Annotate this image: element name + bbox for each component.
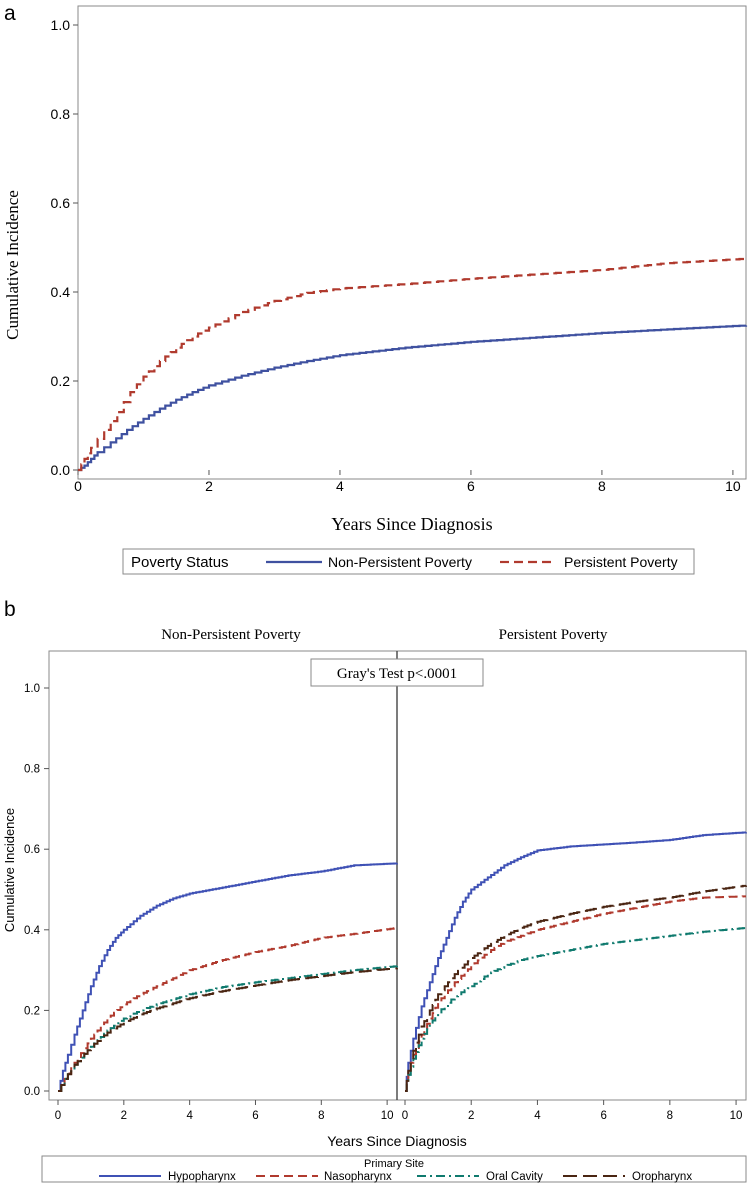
series-line-hypopharynx	[58, 862, 398, 1092]
x-tick-label: 10	[381, 1110, 394, 1122]
x-tick-label: 6	[252, 1110, 258, 1122]
y-tick-label: 0.6	[51, 195, 71, 211]
panel-a-legend-label-persistent: Persistent Poverty	[564, 554, 678, 570]
legend-label-oropharynx: Oropharynx	[632, 1171, 692, 1183]
series-line-oral-cavity	[58, 965, 398, 1092]
series-line-non-persistent-poverty	[78, 324, 748, 472]
series-line-hypopharynx	[405, 831, 747, 1092]
series-line-oral-cavity	[405, 927, 747, 1092]
series-line-nasopharynx	[405, 895, 746, 1092]
y-tick-label: 0.0	[51, 462, 71, 478]
panel-b-legend-title: Primary Site	[364, 1158, 424, 1170]
y-tick-label: 0.2	[24, 1005, 40, 1017]
x-tick-label: 10	[725, 478, 741, 494]
y-tick-label: 0.0	[24, 1086, 40, 1098]
panel-a-legend-title: Poverty Status	[131, 554, 229, 571]
panel-b-left-title: Non-Persistent Poverty	[161, 627, 301, 643]
grays-test-annotation: Gray's Test p<.0001	[310, 658, 484, 687]
x-tick-label: 6	[467, 478, 475, 494]
x-tick-label: 8	[318, 1110, 324, 1122]
panel-b-y-axis: 0.0 0.2 0.4 0.6 0.8 1.0	[24, 683, 49, 1098]
x-tick-label: 4	[186, 1110, 193, 1122]
x-tick-label: 2	[205, 478, 213, 494]
panel-a-legend: Poverty Status Non-Persistent Poverty Pe…	[122, 548, 695, 575]
panel-a-legend-label-non-persistent: Non-Persistent Poverty	[328, 554, 472, 570]
panel-b-label: b	[4, 598, 16, 621]
y-tick-label: 0.4	[24, 925, 41, 937]
x-tick-label: 8	[667, 1110, 673, 1122]
y-tick-label: 1.0	[24, 683, 40, 695]
panel-a-plot-frame	[77, 5, 747, 480]
x-tick-label: 6	[600, 1110, 606, 1122]
legend-label-nasopharynx: Nasopharynx	[324, 1171, 392, 1183]
panel-b-right-title: Persistent Poverty	[499, 627, 608, 643]
legend-label-oral-cavity: Oral Cavity	[486, 1171, 543, 1183]
series-line-oropharynx	[58, 967, 398, 1092]
panel-b-left-plot: 0 2 4 6 8 10 0.0 0.2 0.4 0.6 0.8 1.0	[24, 683, 398, 1122]
panel-b: b Non-Persistent Poverty Persistent Pove…	[2, 598, 747, 1183]
x-tick-label: 0	[402, 1110, 408, 1122]
y-tick-label: 0.2	[51, 373, 71, 389]
panel-a: a 0.0 0.2 0.4 0.6 0.8 1.0 0 2 4 6 8 10 Cumulative …	[3, 2, 748, 575]
y-tick-label: 1.0	[51, 17, 71, 33]
panel-a-y-label: Cumulative Incidence	[3, 190, 22, 340]
x-tick-label: 10	[730, 1110, 743, 1122]
panel-b-legend: Primary Site Hypopharynx Nasopharynx Ora…	[41, 1155, 747, 1183]
panel-b-right-plot: 0 2 4 6 8 10	[402, 831, 747, 1122]
panel-b-y-label: Cumulative Incidence	[2, 808, 17, 932]
panel-a-x-label: Years Since Diagnosis	[331, 514, 492, 534]
grays-test-box	[310, 658, 484, 687]
y-tick-label: 0.4	[51, 284, 71, 300]
x-tick-label: 4	[336, 478, 344, 494]
panel-a-y-axis: 0.0 0.2 0.4 0.6 0.8 1.0	[51, 17, 78, 478]
grays-test-text: Gray's Test p<.0001	[337, 666, 457, 682]
x-tick-label: 0	[74, 478, 82, 494]
series-line-nasopharynx	[58, 927, 398, 1092]
panel-b-right-series	[405, 831, 747, 1092]
panel-b-x-label: Years Since Diagnosis	[327, 1133, 467, 1149]
panel-a-x-axis: 0 2 4 6 8 10	[74, 470, 741, 494]
y-tick-label: 0.8	[51, 106, 71, 122]
panel-b-legend-box	[41, 1155, 747, 1183]
panel-a-label: a	[4, 2, 16, 25]
x-tick-label: 4	[534, 1110, 541, 1122]
panel-a-legend-box	[122, 548, 695, 575]
y-tick-label: 0.6	[24, 844, 40, 856]
x-tick-label: 8	[598, 478, 606, 494]
x-tick-label: 0	[55, 1110, 61, 1122]
panel-b-left-axes: 0 2 4 6 8 10	[55, 1100, 394, 1122]
series-line-persistent-poverty	[78, 257, 748, 472]
panel-b-frames	[48, 650, 747, 1101]
panel-b-left-series	[58, 862, 398, 1092]
panel-a-series	[78, 257, 748, 472]
legend-label-hypopharynx: Hypopharynx	[168, 1171, 236, 1183]
x-tick-label: 2	[121, 1110, 127, 1122]
y-tick-label: 0.8	[24, 764, 40, 776]
x-tick-label: 2	[468, 1110, 474, 1122]
series-line-oropharynx	[405, 884, 747, 1092]
panel-b-right-axes: 0 2 4 6 8 10	[402, 1100, 743, 1122]
